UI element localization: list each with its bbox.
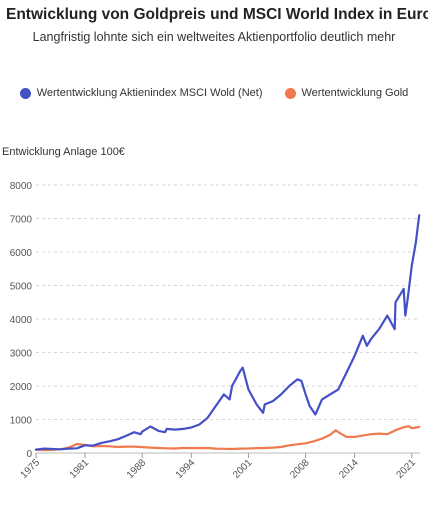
y-tick-label-6000: 6000 (10, 248, 33, 259)
x-tick-label-1994: 1994 (174, 457, 198, 481)
legend-marker-gold (284, 87, 296, 99)
x-tick-label-2014: 2014 (337, 457, 361, 481)
y-axis-label: Entwicklung Anlage 100€ (2, 146, 125, 158)
x-tick-label-1975: 1975 (19, 457, 43, 481)
y-tick-label-3000: 3000 (10, 349, 33, 360)
y-tick-label-1000: 1000 (10, 416, 33, 427)
legend-marker-msci (19, 87, 31, 99)
chart-legend: Wertentwicklung Aktienindex MSCI Wold (N… (0, 87, 428, 99)
x-tick-label-1988: 1988 (125, 457, 149, 481)
legend-label-msci: Wertentwicklung Aktienindex MSCI Wold (N… (36, 87, 263, 99)
x-tick-label-2001: 2001 (231, 457, 255, 481)
y-tick-label-7000: 7000 (10, 215, 33, 226)
series-line-gold (34, 425, 421, 452)
y-tick-label-4000: 4000 (10, 315, 33, 326)
legend-label-gold: Wertentwicklung Gold (301, 87, 409, 99)
legend-item-msci[interactable]: Wertentwicklung Aktienindex MSCI Wold (N… (19, 87, 263, 99)
x-tick-label-1981: 1981 (68, 457, 92, 481)
x-tick-label-2008: 2008 (288, 457, 312, 481)
y-tick-label-8000: 8000 (10, 181, 33, 192)
y-tick-label-2000: 2000 (10, 382, 33, 393)
y-tick-label-5000: 5000 (10, 282, 33, 293)
chart-title: Entwicklung von Goldpreis und MSCI World… (6, 6, 428, 23)
x-tick-label-2021: 2021 (394, 457, 418, 481)
y-tick-label-0: 0 (26, 449, 32, 460)
chart-subtitle: Langfristig lohnte sich ein weltweites A… (32, 30, 396, 44)
series-line-msci (34, 214, 421, 451)
legend-item-gold[interactable]: Wertentwicklung Gold (284, 87, 409, 99)
